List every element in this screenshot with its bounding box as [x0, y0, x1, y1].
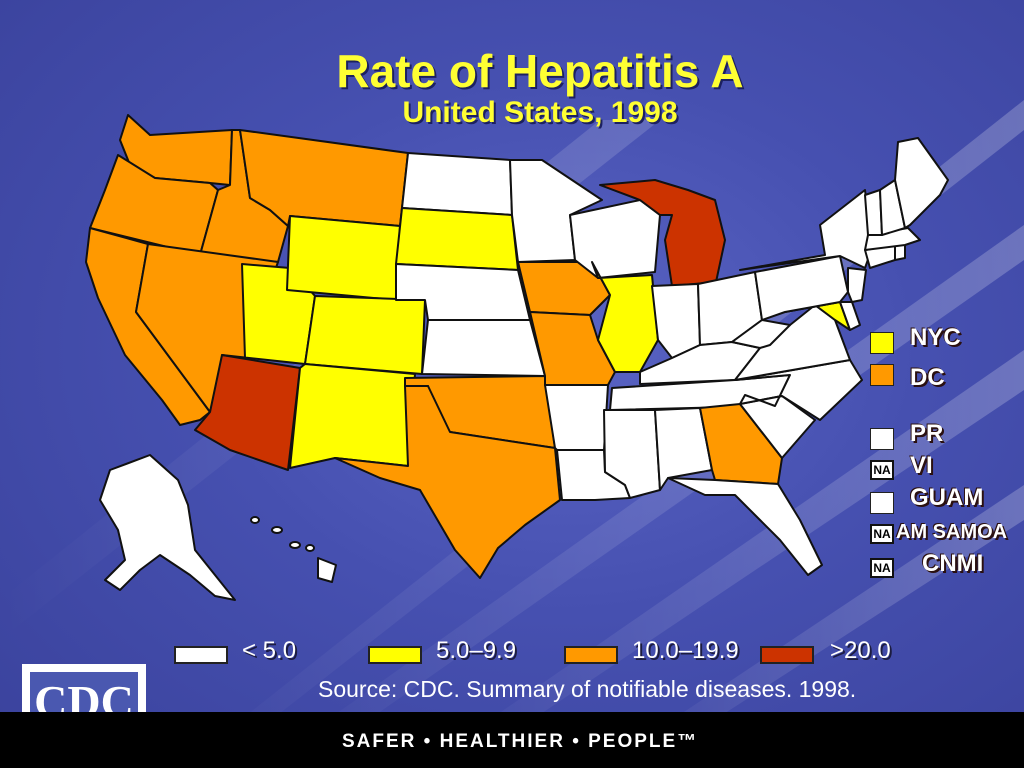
state-ri	[894, 244, 906, 261]
territory-swatch-guam	[870, 492, 894, 514]
state-wy	[286, 215, 401, 301]
state-sd	[395, 207, 519, 271]
legend-swatch-lt5	[174, 646, 228, 664]
footer-tagline: SAFER • HEALTHIER • PEOPLE™	[342, 731, 699, 752]
state-nm	[289, 363, 416, 469]
territory-swatch-pr	[870, 428, 894, 450]
territory-label-guam: GUAM	[910, 484, 984, 511]
state-hi	[250, 516, 337, 583]
state-ks	[421, 319, 546, 377]
state-ak	[99, 454, 236, 601]
source-note: Source: CDC. Summary of notifiable disea…	[318, 676, 857, 702]
legend-swatch-gt20	[760, 646, 814, 664]
chart-title: Rate of Hepatitis A	[336, 45, 744, 97]
legend-label-5to10: 5.0–9.9	[436, 637, 517, 664]
state-co	[304, 295, 426, 375]
territory-label-vi: VI	[910, 452, 933, 479]
territory-label-nyc: NYC	[910, 324, 961, 351]
state-nd	[401, 152, 513, 216]
state-fl	[667, 477, 823, 576]
state-al	[654, 407, 713, 491]
legend-label-10to20: 10.0–19.9	[632, 637, 739, 664]
footer-bar	[0, 712, 1024, 768]
state-wv	[731, 319, 791, 349]
legend-label-gt20: >20.0	[830, 637, 891, 664]
territory-label-amsamoa: AM SAMOA	[896, 521, 1008, 543]
chart-subtitle: United States, 1998	[402, 96, 678, 129]
territory-label-cnmi: CNMI	[922, 550, 984, 577]
state-de	[839, 301, 861, 331]
territory-label-dc: DC	[910, 364, 945, 391]
legend-swatch-5to10	[368, 646, 422, 664]
territory-swatch-dc	[870, 364, 894, 386]
state-mo	[529, 311, 616, 386]
legend-label-lt5: < 5.0	[242, 637, 297, 664]
state-ny	[739, 189, 873, 271]
state-nj	[847, 267, 867, 303]
territory-na-badge-vi: NA	[870, 460, 894, 480]
state-me	[894, 137, 949, 229]
legend-swatch-10to20	[564, 646, 618, 664]
state-tx	[334, 385, 561, 579]
territory-swatch-nyc	[870, 332, 894, 354]
territory-na-badge-cnmi: NA	[870, 558, 894, 578]
state-ar	[544, 384, 609, 451]
territory-label-pr: PR	[910, 420, 944, 447]
territory-na-badge-amsamoa: NA	[870, 524, 894, 544]
state-in	[651, 283, 701, 359]
state-wi	[569, 199, 661, 279]
